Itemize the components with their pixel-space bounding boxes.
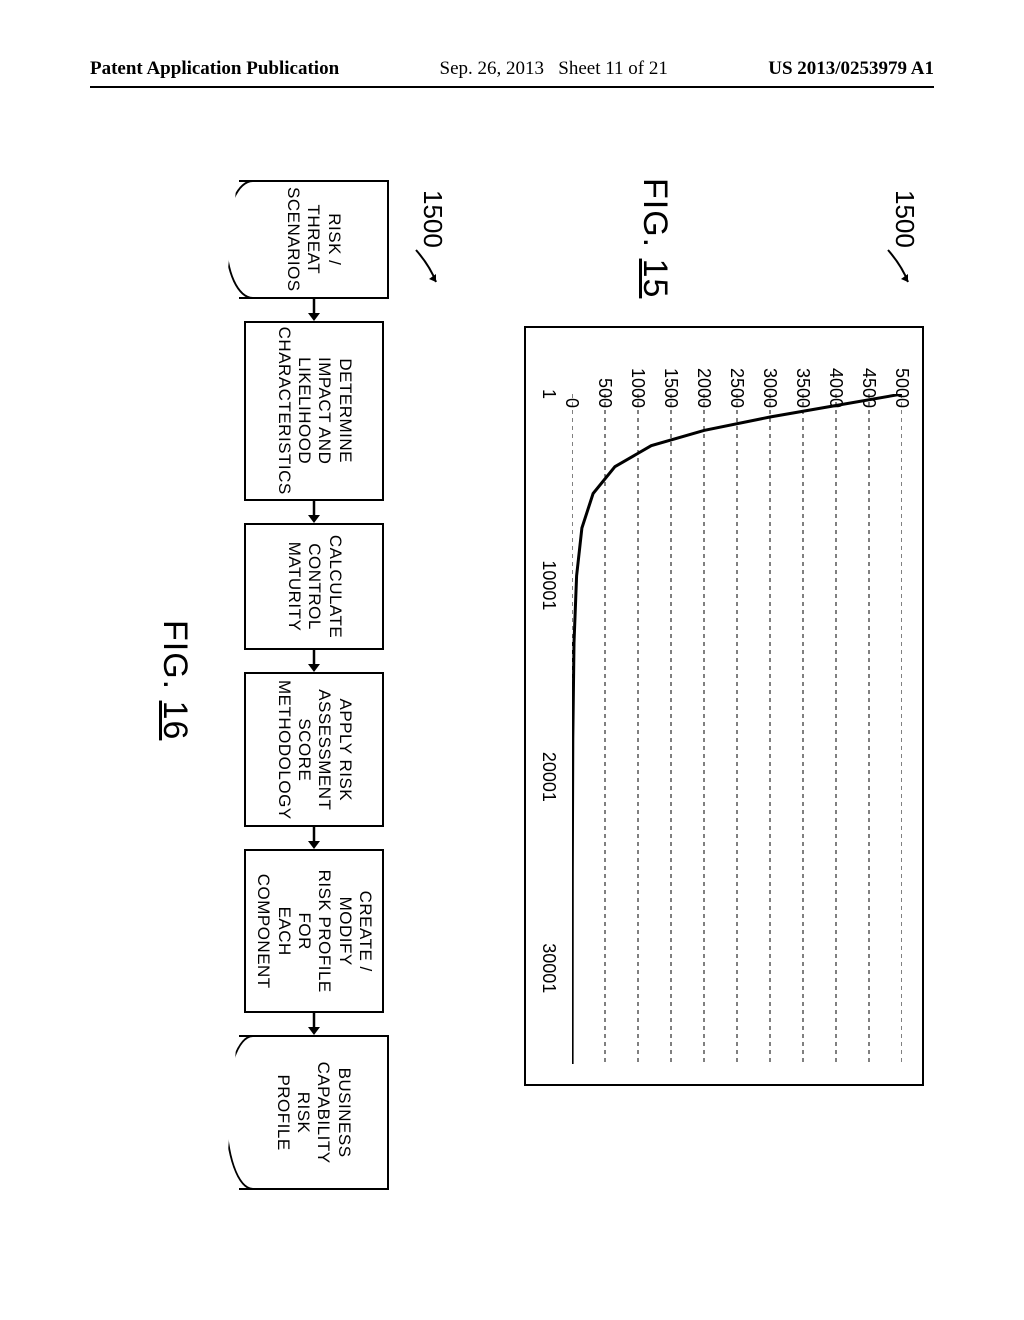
flow-node-label: DETERMINEIMPACT ANDLIKELIHOODCHARACTERIS… [273,327,355,495]
flow-arrow-icon [305,1013,323,1035]
fig15-ytick: 500 [596,352,614,408]
flow-node-label: RISK /THREATSCENARIOS [282,187,343,292]
flow-node-label: BUSINESSCAPABILITY RISKPROFILE [272,1041,354,1184]
flow-node-label: CALCULATECONTROLMATURITY [283,535,344,638]
flow-node-5: BUSINESSCAPABILITY RISKPROFILE [239,1035,389,1190]
flow-node-0: RISK /THREATSCENARIOS [239,180,389,299]
fig15-ytick: 1500 [662,352,680,408]
fig15-ref-number: 1500 [889,190,920,248]
flow-node-1: DETERMINEIMPACT ANDLIKELIHOODCHARACTERIS… [244,321,384,501]
fig15-ytick: 5000 [893,352,911,408]
flow-arrow-icon [305,501,323,523]
fig15-caption: FIG. 15 [635,178,674,298]
fig15-ytick: 1000 [629,352,647,408]
header-divider [90,86,934,88]
flow-node-label: CREATE / MODIFYRISK PROFILE FOREACH COMP… [253,855,375,1007]
fig15-ytick: 3500 [794,352,812,408]
fig15-chart-svg [572,394,902,1064]
fig15-xtick: 30001 [538,943,559,993]
header-date: Sep. 26, 2013 Sheet 11 of 21 [440,58,668,80]
header-pubnum: US 2013/0253979 A1 [768,58,934,80]
document-wave-icon [229,180,249,300]
flow-node-3: APPLY RISKASSESSMENTSCOREMETHODOLOGY [244,672,384,827]
fig15-xtick: 20001 [538,752,559,802]
fig15-ytick: 2500 [728,352,746,408]
fig15-xtick: 1 [538,389,559,399]
page-header: Patent Application Publication Sep. 26, … [0,58,1024,88]
flow-node-4: CREATE / MODIFYRISK PROFILE FOREACH COMP… [244,849,384,1013]
fig15-xtick: 10001 [538,560,559,610]
flow-arrow-icon [305,650,323,672]
fig15-ytick: 3000 [761,352,779,408]
document-wave-icon [229,1035,249,1191]
fig15-ytick: 2000 [695,352,713,408]
flow-node-2: CALCULATECONTROLMATURITY [244,523,384,651]
flow-arrow-icon [305,299,323,321]
fig16-ref-arrow-icon [410,248,440,288]
fig15-chart-plot-area [572,394,902,1064]
flow-node-label: APPLY RISKASSESSMENTSCOREMETHODOLOGY [273,680,355,820]
fig16-ref-number: 1500 [417,190,448,248]
fig15-ytick: 0 [563,352,581,408]
fig16-flowchart: RISK /THREATSCENARIOS DETERMINEIMPACT AND… [224,180,404,1190]
fig16-caption: FIG. 16 [155,620,194,740]
figure-page: 1500 FIG. 15 050010001500200025003000350… [0,263,1024,1107]
header-publication: Patent Application Publication [90,58,339,80]
flow-arrow-icon [305,827,323,849]
fig15-ytick: 4500 [860,352,878,408]
fig15-ytick: 4000 [827,352,845,408]
fig15-ref-arrow-icon [882,248,912,288]
fig15-chart: 0 500 1000 1500 2000 2500 3000 3500 4000 4500 5000… [524,326,924,1086]
